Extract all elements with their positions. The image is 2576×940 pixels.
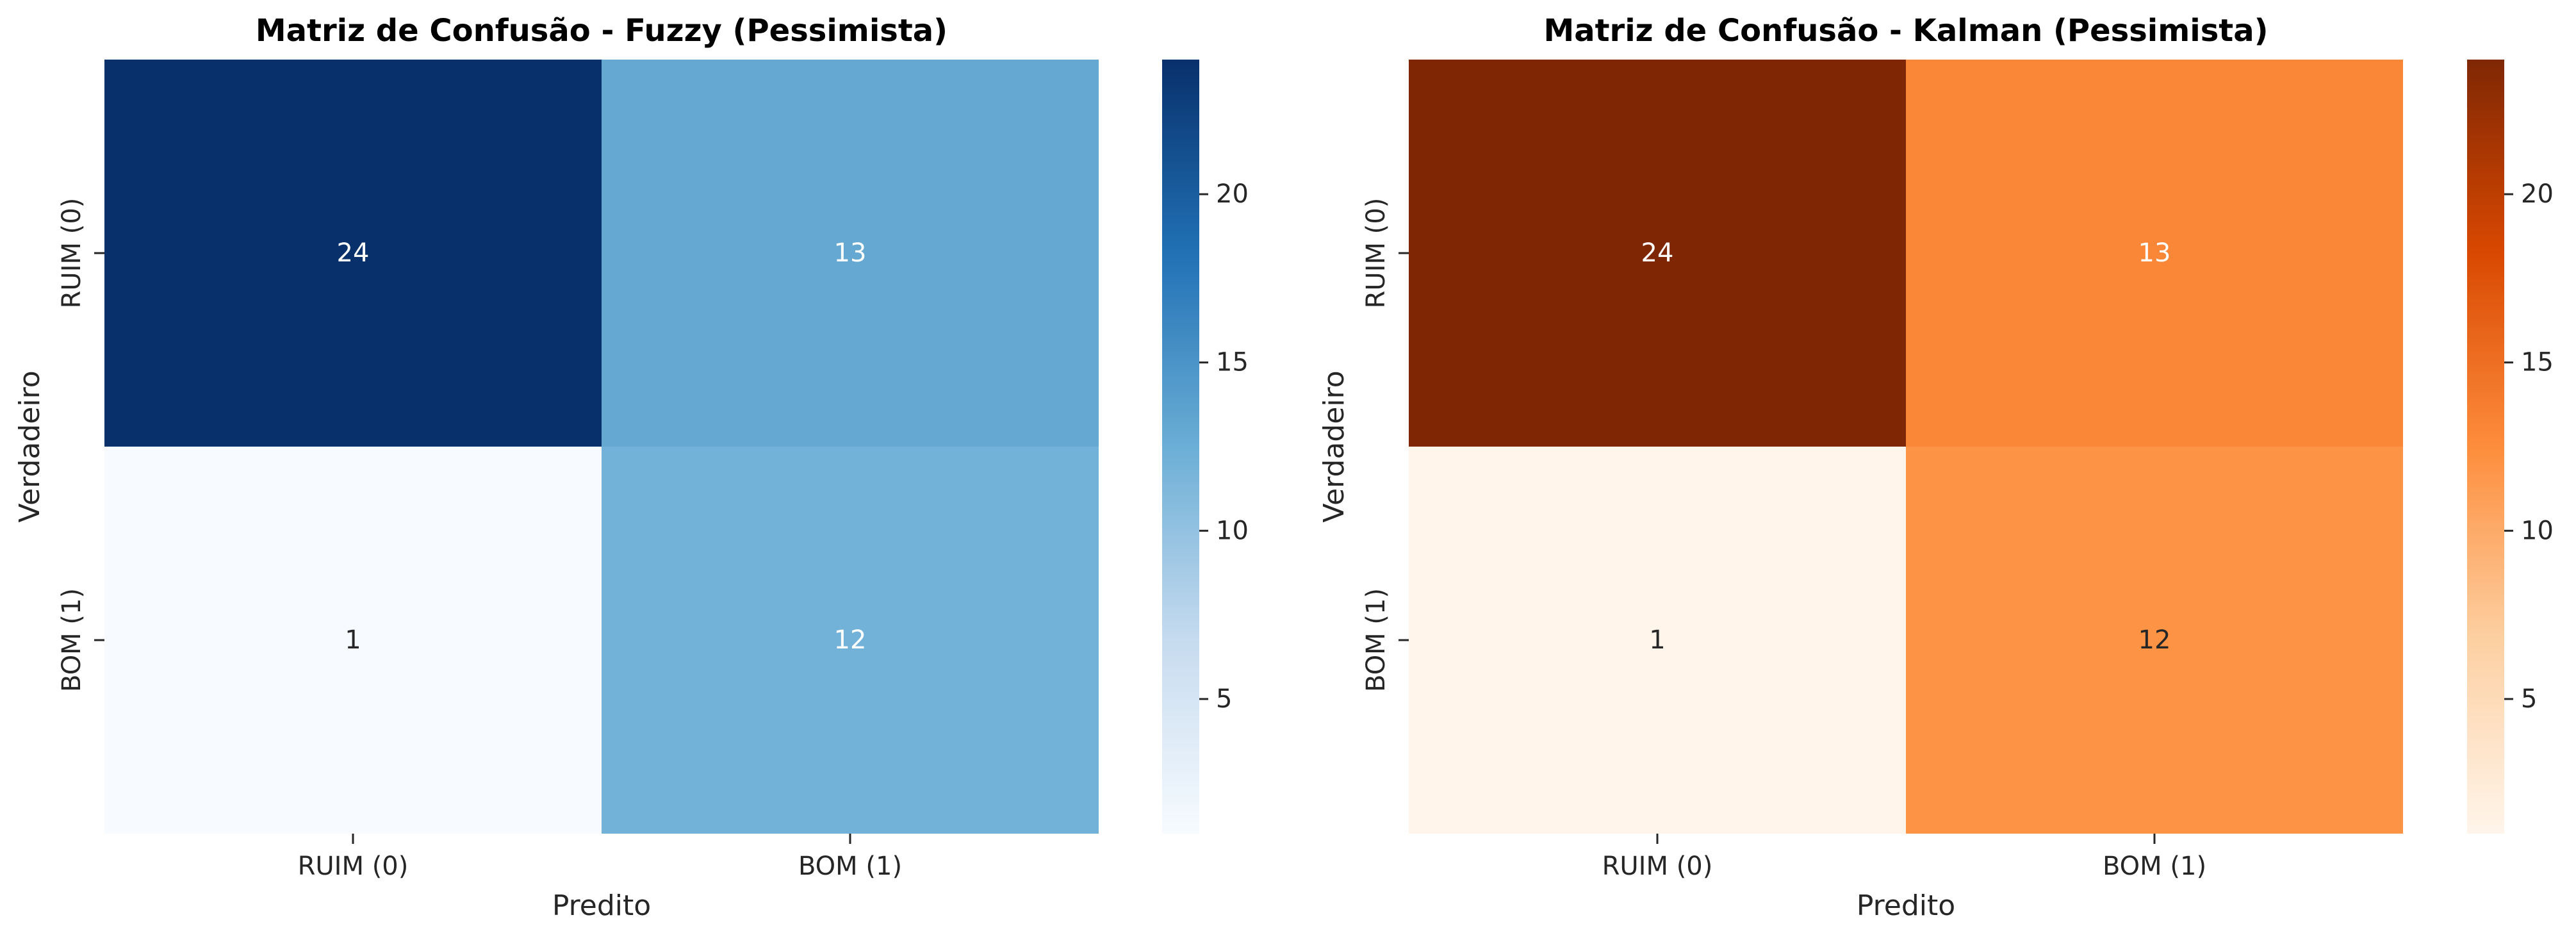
cell-value-label: 13 <box>2138 238 2171 268</box>
colorbar <box>2467 60 2504 834</box>
chart-title: Matriz de Confusão - Fuzzy (Pessimista) <box>256 13 948 49</box>
cell-value-label: 24 <box>337 238 370 268</box>
cell-value-label: 24 <box>1641 238 1674 268</box>
colorbar-tick-label: 20 <box>2521 179 2554 209</box>
heatmap-cell <box>602 60 1099 447</box>
y-axis-label: Verdadeiro <box>13 370 46 522</box>
x-tick-label: BOM (1) <box>798 852 902 881</box>
y-tick-label: BOM (1) <box>1361 588 1391 692</box>
y-tick-label: RUIM (0) <box>1361 198 1391 309</box>
chart-title: Matriz de Confusão - Kalman (Pessimista) <box>1543 13 2268 49</box>
colorbar-tick-label: 20 <box>1216 179 1249 209</box>
cell-value-label: 12 <box>834 625 867 655</box>
y-tick-label: RUIM (0) <box>57 198 86 309</box>
heatmap-panel-0: 24 13 1 12 Matriz de Confusão - Fuzzy (Pessi… <box>13 13 1249 922</box>
heatmap-cell <box>1906 60 2403 447</box>
colorbar-tick-label: 15 <box>1216 348 1249 377</box>
x-tick-label: RUIM (0) <box>1602 852 1713 881</box>
x-axis-label: Predito <box>552 889 651 922</box>
colorbar <box>1162 60 1199 834</box>
colorbar-tick-label: 5 <box>2521 684 2537 714</box>
heatmap-panel-1: 24 13 1 12 Matriz de Confusão - Kalman (Pess… <box>1318 13 2554 922</box>
heatmap-cell <box>104 447 602 834</box>
y-axis-label: Verdadeiro <box>1318 370 1350 522</box>
colorbar-tick-label: 10 <box>2521 516 2554 545</box>
colorbar-tick-label: 5 <box>1216 684 1232 714</box>
colorbar-tick-label: 10 <box>1216 516 1249 545</box>
x-axis-label: Predito <box>1857 889 1955 922</box>
cell-value-label: 12 <box>2138 625 2171 655</box>
cell-value-label: 1 <box>345 625 361 655</box>
heatmap-cell <box>1409 447 1906 834</box>
heatmap-cell <box>1906 447 2403 834</box>
heatmap-cell <box>602 447 1099 834</box>
x-tick-label: RUIM (0) <box>298 852 409 881</box>
heatmap-cell <box>104 60 602 447</box>
x-tick-label: BOM (1) <box>2103 852 2206 881</box>
y-tick-label: BOM (1) <box>57 588 86 692</box>
heatmap-cell <box>1409 60 1906 447</box>
colorbar-tick-label: 15 <box>2521 348 2554 377</box>
cell-value-label: 13 <box>834 238 867 268</box>
cell-value-label: 1 <box>1649 625 1665 655</box>
